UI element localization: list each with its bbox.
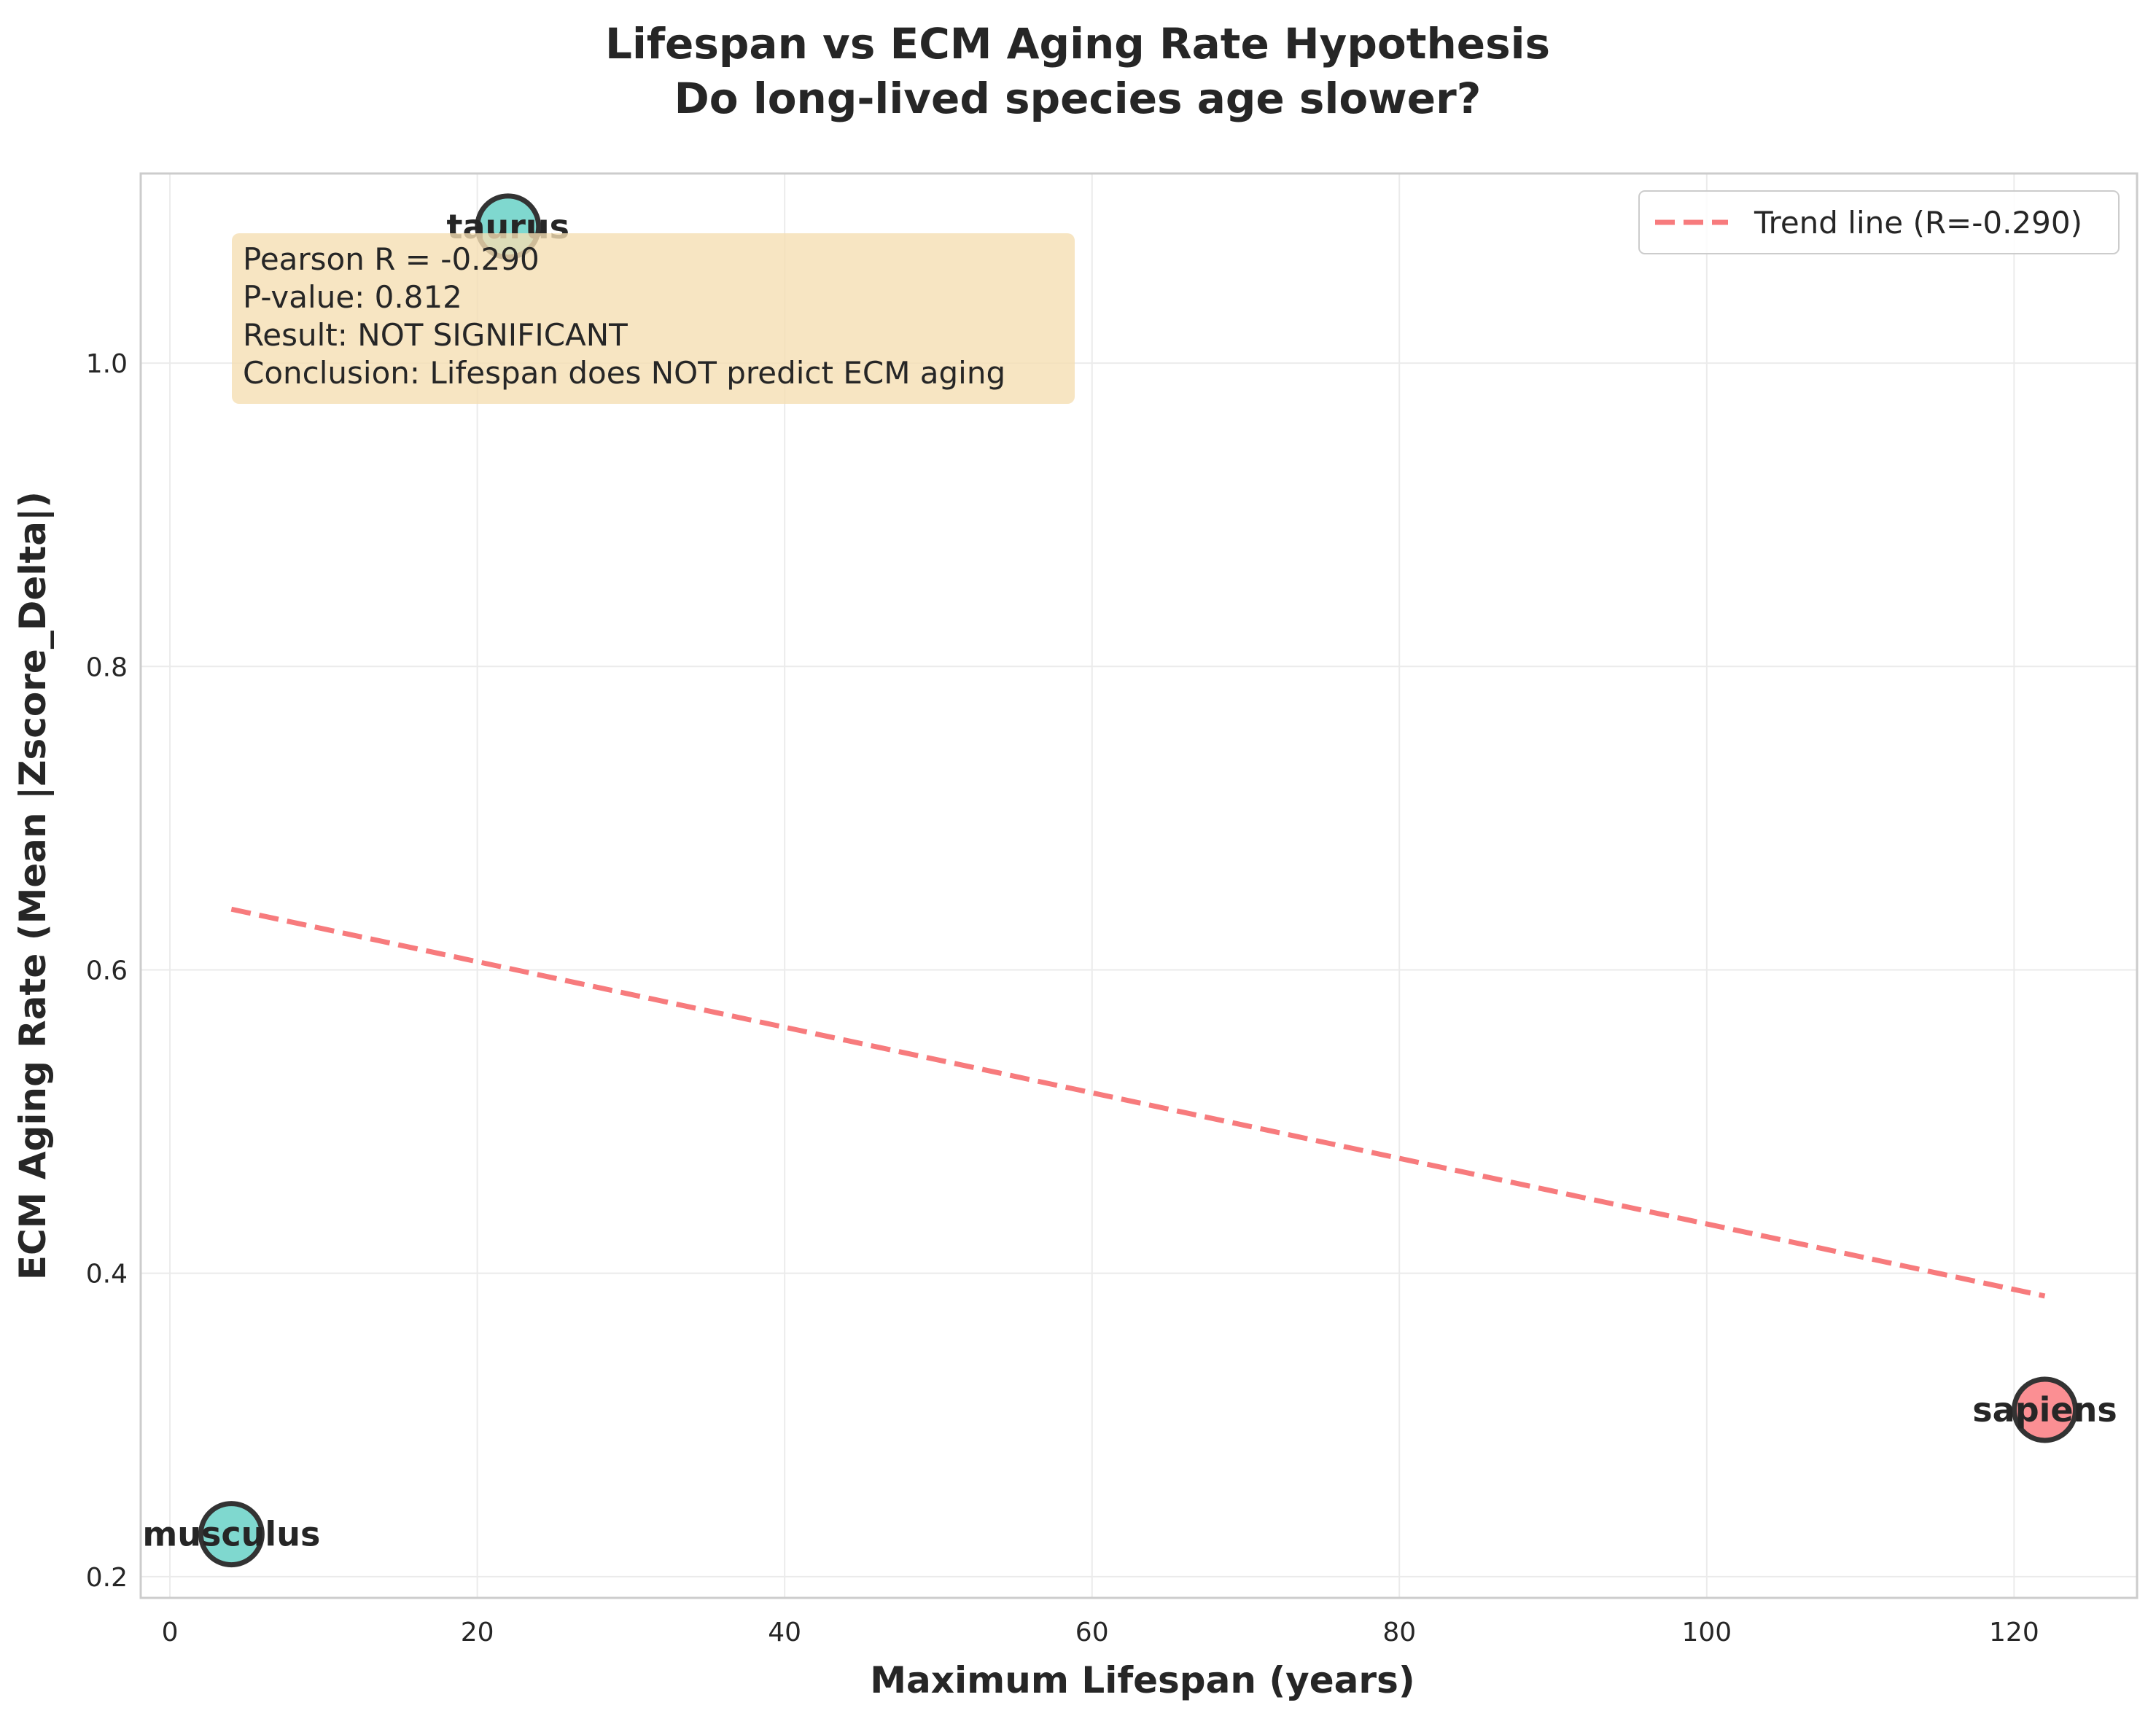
y-tick-label: 0.6 [86, 956, 128, 986]
stats-line-result: Result: NOT SIGNIFICANT [243, 317, 628, 353]
stats-box-background [232, 233, 1075, 404]
x-tick-label: 120 [1989, 1618, 2039, 1647]
data-point-sapiens [2012, 1376, 2079, 1443]
y-tick-label: 1.0 [86, 349, 128, 379]
chart-subtitle: Do long-lived species age slower? [674, 74, 1482, 123]
stats-line-conclusion: Conclusion: Lifespan does NOT predict EC… [243, 355, 1005, 391]
y-tick-label: 0.4 [86, 1260, 128, 1290]
x-tick-label: 0 [162, 1618, 179, 1647]
x-tick-label: 20 [461, 1618, 494, 1647]
point-label-sapiens: sapiens [1972, 1390, 2117, 1429]
stats-line-pearson: Pearson R = -0.290 [243, 241, 540, 277]
grid-lines [141, 173, 2137, 1598]
x-tick-label: 60 [1075, 1618, 1109, 1647]
point-label-musculus: musculus [142, 1515, 320, 1554]
stats-line-pvalue: P-value: 0.812 [243, 279, 462, 315]
trend-line [230, 906, 2046, 1299]
plot-area-frame [139, 172, 2139, 1599]
chart-title: Lifespan vs ECM Aging Rate Hypothesis [605, 19, 1550, 69]
x-axis-label: Maximum Lifespan (years) [870, 1659, 1414, 1701]
y-axis-label: ECM Aging Rate (Mean |Zscore_Delta|) [12, 491, 54, 1280]
data-point-musculus [198, 1501, 265, 1568]
y-axis-ticks: 0.2 0.4 0.6 0.8 1.0 [86, 349, 128, 1593]
x-tick-label: 80 [1382, 1618, 1416, 1647]
y-tick-label: 0.8 [86, 652, 128, 682]
x-axis-ticks: 0 20 40 60 80 100 120 [162, 1618, 2039, 1647]
y-tick-label: 0.2 [86, 1563, 128, 1593]
x-tick-label: 40 [768, 1618, 801, 1647]
legend: Trend line (R=-0.290) [1638, 190, 2120, 254]
stats-box: Pearson R = -0.290 P-value: 0.812 Result… [232, 233, 1075, 404]
legend-trend-label: Trend line (R=-0.290) [1754, 205, 2082, 241]
legend-box [1638, 190, 2120, 254]
x-tick-label: 100 [1681, 1618, 1732, 1647]
